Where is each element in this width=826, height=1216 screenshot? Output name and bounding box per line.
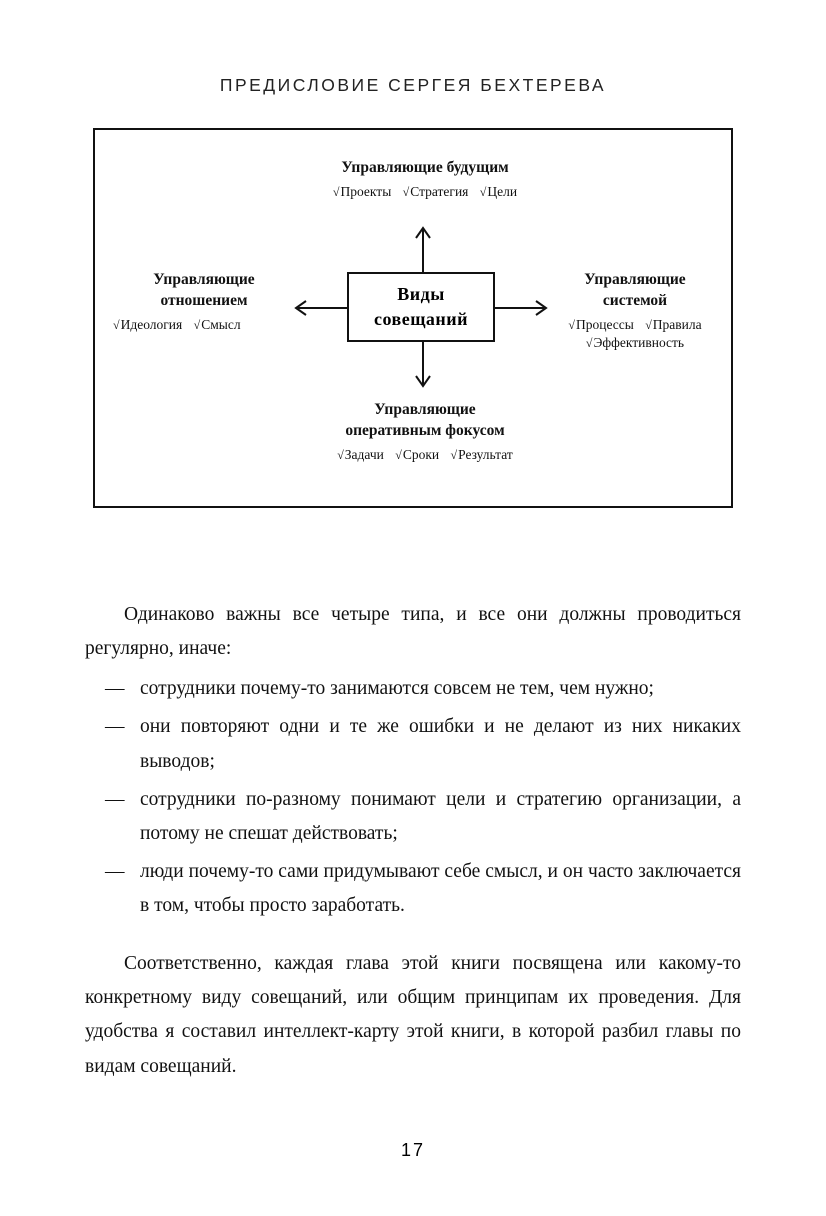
bullet-list: — сотрудники почему-то занимаются совсем… [85, 672, 741, 923]
body-text: Одинаково важны все четыре типа, и все о… [85, 598, 741, 1084]
bottom-item-0: Задачи [337, 446, 384, 464]
top-items: Проекты Стратегия Цели [245, 183, 605, 201]
top-title: Управляющие будущим [245, 158, 605, 179]
right-title2: системой [545, 291, 725, 312]
page-header: ПРЕДИСЛОВИЕ СЕРГЕЯ БЕХТЕРЕВА [85, 75, 741, 96]
right-item-1: Правила [645, 316, 701, 334]
right-title1: Управляющие [545, 270, 725, 291]
dash-icon: — [85, 855, 140, 923]
top-item-2: Цели [480, 183, 517, 201]
top-item-1: Стратегия [403, 183, 469, 201]
dash-icon: — [85, 710, 140, 778]
bottom-item-2: Результат [451, 446, 513, 464]
bullet-1: — они повторяют одни и те же ошибки и не… [85, 710, 741, 778]
bullet-0: — сотрудники почему-то занимаются совсем… [85, 672, 741, 706]
diagram-bottom-block: Управляющие оперативным фокусом Задачи С… [245, 400, 605, 464]
center-line1: Виды [349, 282, 493, 307]
dash-icon: — [85, 672, 140, 706]
bottom-items: Задачи Сроки Результат [245, 446, 605, 464]
diagram-right-block: Управляющие системой Процессы Правила Эф… [545, 270, 725, 352]
bullet-text-2: сотрудники по-разному понимают цели и ст… [140, 783, 741, 851]
para-2: Соответственно, каждая глава этой книги … [85, 947, 741, 1084]
left-item-1: Смысл [194, 316, 241, 334]
page-number: 17 [0, 1140, 826, 1161]
right-item-2: Эффективность [586, 334, 684, 352]
diagram-center-box: Виды совещаний [347, 272, 495, 342]
right-item-0: Процессы [568, 316, 633, 334]
left-items: Идеология Смысл [109, 316, 299, 334]
arrow-down [413, 342, 433, 392]
bottom-title2: оперативным фокусом [245, 421, 605, 442]
arrow-right [495, 298, 552, 318]
left-title1: Управляющие [109, 270, 299, 291]
bullet-text-3: люди почему-то сами придумывают себе смы… [140, 855, 741, 923]
arrow-up [413, 222, 433, 272]
bottom-item-1: Сроки [395, 446, 439, 464]
center-line2: совещаний [349, 307, 493, 332]
bottom-title1: Управляющие [245, 400, 605, 421]
left-title2: отношением [109, 291, 299, 312]
bullet-text-0: сотрудники почему-то занимаются совсем н… [140, 672, 741, 706]
top-item-0: Проекты [333, 183, 391, 201]
right-items: Процессы Правила Эффективность [545, 316, 725, 352]
para-1: Одинаково важны все четыре типа, и все о… [85, 598, 741, 666]
diagram-top-block: Управляющие будущим Проекты Стратегия Це… [245, 158, 605, 201]
dash-icon: — [85, 783, 140, 851]
bullet-3: — люди почему-то сами придумывают себе с… [85, 855, 741, 923]
left-item-0: Идеология [113, 316, 182, 334]
bullet-2: — сотрудники по-разному понимают цели и … [85, 783, 741, 851]
bullet-text-1: они повторяют одни и те же ошибки и не д… [140, 710, 741, 778]
diagram-left-block: Управляющие отношением Идеология Смысл [109, 270, 299, 334]
diagram-frame: Виды совещаний Управляющие будущим Проек… [93, 128, 733, 508]
